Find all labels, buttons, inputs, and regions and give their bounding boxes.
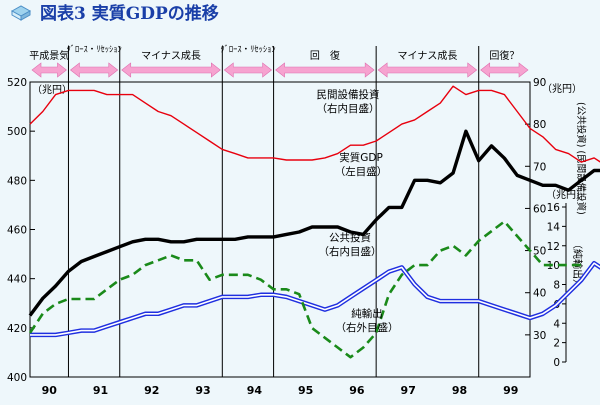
x-tick-label-90: 90	[42, 384, 58, 397]
left-tick-label-6: 520	[7, 77, 27, 89]
series-line-3	[28, 220, 582, 359]
right1-axis-label: （兆円）	[542, 83, 582, 95]
series-labels: 民間設備投資（右内目盛）実質GDP（左目盛）公共投資（右内目盛）純輸出（右外目盛…	[317, 88, 399, 334]
series-annotation-sub-1: （左目盛）	[335, 165, 388, 178]
series-2	[30, 260, 600, 338]
x-tick-label-95: 95	[298, 384, 313, 397]
right2-tick-label-6: 12	[547, 241, 560, 253]
series-line-1	[28, 129, 600, 317]
title-icon	[10, 5, 32, 21]
phase-arrow-2	[121, 62, 221, 78]
phase-3: ｸﾞﾛｰｽ・ﾘｾｯｼｮﾝ	[220, 45, 276, 78]
left-tick-label-4: 480	[7, 175, 27, 187]
left-tick-label-1: 420	[7, 323, 27, 335]
phase-label-3: ｸﾞﾛｰｽ・ﾘｾｯｼｮﾝ	[220, 45, 275, 55]
right1-tick-label-0: 30	[533, 330, 546, 342]
right2-tick-label-5: 10	[547, 260, 560, 272]
x-tick-label-98: 98	[452, 384, 467, 397]
x-tick-label-91: 91	[93, 384, 108, 397]
series-annotation-sub-2: （右内目盛）	[319, 245, 382, 258]
series-annotation-1: 実質GDP（左目盛）	[335, 151, 388, 178]
x-tick-label-94: 94	[247, 384, 263, 397]
right1-tick-label-5: 80	[533, 119, 546, 131]
right2-tick-label-4: 8	[553, 280, 560, 292]
series-1	[28, 129, 600, 317]
right1-tick-label-2: 50	[533, 246, 546, 258]
axes: 400420440460480500520（兆円）30405060708090（…	[7, 77, 587, 397]
left-tick-label-2: 440	[7, 274, 27, 286]
right1-tick-label-3: 60	[533, 203, 546, 215]
x-tick-label-92: 92	[144, 384, 159, 397]
left-tick-label-5: 500	[7, 126, 27, 138]
right2-tick-label-1: 2	[553, 338, 560, 350]
series-annotation-sub-3: （右外目盛）	[336, 321, 399, 334]
phase-1: ｸﾞﾛｰｽ・ﾘｾｯｼｮﾝ	[66, 45, 122, 78]
phase-bar: 平成景気ｸﾞﾛｰｽ・ﾘｾｯｼｮﾝマイナス成長ｸﾞﾛｰｽ・ﾘｾｯｼｮﾝ回 復マイナ…	[29, 45, 529, 78]
series-annotation-title-1: 実質GDP	[339, 151, 383, 164]
series-annotation-title-3: 純輸出	[351, 307, 383, 320]
phase-label-6: 回復？	[489, 49, 519, 62]
series-annotation-title-2: 公共投資	[329, 231, 371, 244]
chart-title: 図表3 実質GDPの推移	[40, 3, 219, 24]
plot-frame	[29, 81, 531, 378]
right2-axis-label: （兆円）	[546, 189, 586, 201]
series-group	[28, 85, 600, 359]
right2-tick-label-2: 4	[553, 318, 560, 330]
x-tick-label-93: 93	[195, 384, 210, 397]
phase-arrow-5	[377, 62, 478, 78]
series-line-0	[29, 85, 600, 163]
right1-tick-label-1: 40	[533, 288, 546, 300]
series-0	[29, 85, 600, 163]
phase-4: 回 復	[275, 49, 375, 78]
phase-0: 平成景気	[29, 49, 69, 78]
series-3	[28, 220, 582, 359]
series-annotation-0: 民間設備投資（右内目盛）	[317, 88, 380, 115]
phase-2: マイナス成長	[121, 50, 221, 78]
phase-label-5: マイナス成長	[398, 50, 458, 62]
x-tick-label-97: 97	[401, 384, 416, 397]
right2-tick-label-0: 0	[553, 357, 560, 369]
left-axis-label: （兆円）	[32, 84, 72, 96]
x-tick-label-99: 99	[503, 384, 518, 397]
phase-label-2: マイナス成長	[141, 50, 201, 62]
right1-tick-label-4: 70	[533, 161, 546, 173]
phase-arrow-3	[223, 62, 273, 78]
right1-tick-label-6: 90	[533, 77, 546, 89]
phase-arrow-1	[69, 62, 119, 78]
phase-arrow-0	[31, 62, 67, 78]
left-tick-label-3: 460	[7, 225, 27, 237]
series-line-inner-2	[30, 262, 600, 336]
right2-tick-label-7: 14	[547, 221, 561, 233]
phase-label-0: 平成景気	[29, 49, 69, 62]
left-tick-label-0: 400	[7, 372, 27, 384]
phase-arrow-6	[480, 62, 529, 78]
phase-5: マイナス成長	[377, 50, 478, 78]
phase-arrow-4	[275, 62, 375, 78]
series-annotation-sub-0: （右内目盛）	[317, 102, 380, 115]
phase-6: 回復？	[480, 49, 529, 78]
right1-axis-sublabel: (公共投資) (民間設備投資)	[575, 102, 587, 215]
phase-label-1: ｸﾞﾛｰｽ・ﾘｾｯｼｮﾝ	[66, 45, 121, 55]
right2-tick-label-8: 16	[547, 202, 561, 214]
phase-label-4: 回 復	[310, 49, 340, 62]
series-annotation-title-0: 民間設備投資	[317, 88, 380, 101]
series-annotation-3: 純輸出（右外目盛）	[336, 307, 399, 334]
series-annotation-2: 公共投資（右内目盛）	[319, 231, 382, 258]
x-tick-label-96: 96	[349, 384, 365, 397]
